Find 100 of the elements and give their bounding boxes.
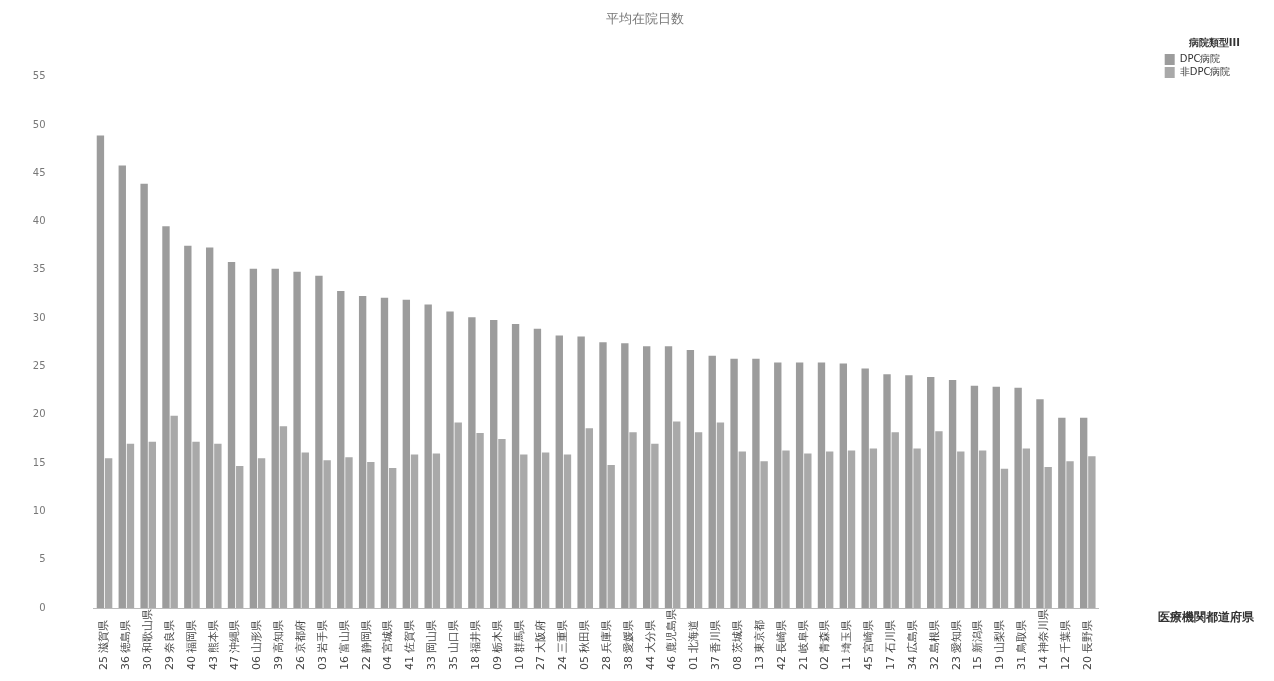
x-axis-title: 医療機関都道府県: [1157, 610, 1255, 625]
x-tick-label: 11 埼玉県: [840, 619, 854, 670]
bar: [104, 458, 113, 608]
bar: [664, 346, 673, 608]
bar: [716, 422, 725, 608]
x-tick-label: 04 宮城県: [381, 619, 395, 670]
bar: [541, 452, 550, 608]
bar: [708, 355, 716, 608]
x-tick-label: 09 栃木県: [490, 619, 504, 670]
bar: [337, 291, 345, 608]
x-tick-label: 46 鹿児島県: [665, 608, 679, 670]
bar: [817, 362, 826, 608]
x-tick-label: 12 千葉県: [1058, 619, 1072, 670]
bar: [410, 454, 419, 608]
bar: [367, 462, 375, 608]
bar: [1014, 387, 1022, 608]
bar: [651, 443, 659, 608]
x-tick-label: 18 福井県: [468, 619, 482, 670]
bar: [869, 448, 878, 608]
bar: [839, 363, 848, 608]
x-tick-label: 15 新潟県: [971, 619, 985, 670]
x-tick-label: 25 滋賀県: [97, 619, 111, 670]
bar: [126, 443, 135, 608]
x-tick-label: 08 茨城県: [731, 619, 745, 670]
bar: [205, 247, 214, 608]
x-tick-label: 03 岩手県: [315, 619, 329, 670]
x-tick-label: 02 青森県: [818, 619, 832, 670]
x-tick-label: 21 岐阜県: [796, 619, 810, 670]
bar: [192, 441, 200, 608]
x-tick-label: 16 富山県: [337, 619, 351, 670]
bar: [686, 350, 695, 608]
bar: [476, 433, 484, 608]
x-tick-label: 32 島根県: [927, 619, 941, 670]
bar: [1079, 417, 1088, 608]
bar: [498, 438, 506, 608]
x-tick-label: 39 高知県: [272, 619, 286, 670]
bar: [992, 386, 1000, 608]
bar: [935, 431, 943, 608]
bar: [730, 358, 738, 608]
bar: [1036, 399, 1044, 608]
bar: [1088, 456, 1096, 608]
legend-title: 病院類型III: [1187, 36, 1240, 48]
x-tick-label: 01 北海道: [687, 619, 701, 670]
bar: [315, 275, 323, 608]
x-tick-label: 36 徳島県: [119, 619, 133, 670]
x-tick-label: 05 秋田県: [578, 619, 592, 670]
x-tick-label: 40 福岡県: [184, 619, 198, 670]
y-tick-label: 30: [32, 311, 46, 323]
bar: [642, 346, 651, 608]
x-tick-label: 17 石川県: [883, 619, 897, 670]
bar: [555, 335, 563, 608]
x-tick-label: 37 香川県: [709, 619, 723, 670]
bar: [468, 317, 476, 608]
bar: [490, 320, 498, 608]
bar: [454, 422, 462, 608]
bar: [214, 443, 222, 608]
y-tick-label: 45: [32, 166, 46, 178]
bar: [520, 454, 528, 608]
bar: [1044, 466, 1052, 608]
legend-label: DPC病院: [1179, 53, 1221, 65]
x-tick-label: 31 鳥取県: [1015, 619, 1029, 670]
bar: [140, 183, 148, 608]
bar: [227, 262, 236, 608]
bar: [599, 342, 607, 608]
x-tick-label: 27 大阪府: [534, 619, 548, 670]
bar: [279, 426, 288, 608]
y-tick-label: 35: [32, 263, 46, 275]
bar: [249, 268, 258, 608]
y-tick-label: 15: [32, 456, 46, 468]
bar: [424, 304, 432, 608]
bar: [96, 135, 105, 608]
bar: [825, 451, 834, 608]
bar: [913, 448, 921, 608]
bar: [1058, 417, 1066, 608]
bar: [257, 458, 266, 608]
bar: [970, 385, 979, 608]
bar: [607, 465, 615, 608]
bar: [118, 165, 126, 608]
x-tick-label: 34 広島県: [905, 619, 919, 670]
bar: [774, 362, 782, 608]
bar: [358, 295, 367, 608]
bar: [236, 465, 244, 608]
bar: [905, 375, 913, 608]
bar: [533, 328, 542, 608]
x-tick-label: 10 群馬県: [512, 619, 526, 670]
bar: [621, 343, 629, 608]
x-tick-label: 38 愛媛県: [621, 619, 635, 670]
bar: [577, 336, 585, 608]
x-tick-label: 42 長崎県: [774, 619, 788, 670]
x-tick-label: 33 岡山県: [425, 619, 439, 670]
bar: [760, 461, 768, 608]
y-tick-label: 25: [32, 360, 46, 372]
x-tick-label: 24 三重県: [556, 619, 570, 670]
y-tick-label: 10: [32, 504, 46, 516]
x-tick-label: 14 神奈川県: [1036, 608, 1050, 670]
bar: [301, 452, 309, 608]
bar: [162, 226, 170, 608]
chart-title: 平均在院日数: [606, 11, 684, 27]
y-tick-label: 0: [39, 601, 46, 613]
y-tick-label: 20: [32, 408, 46, 420]
